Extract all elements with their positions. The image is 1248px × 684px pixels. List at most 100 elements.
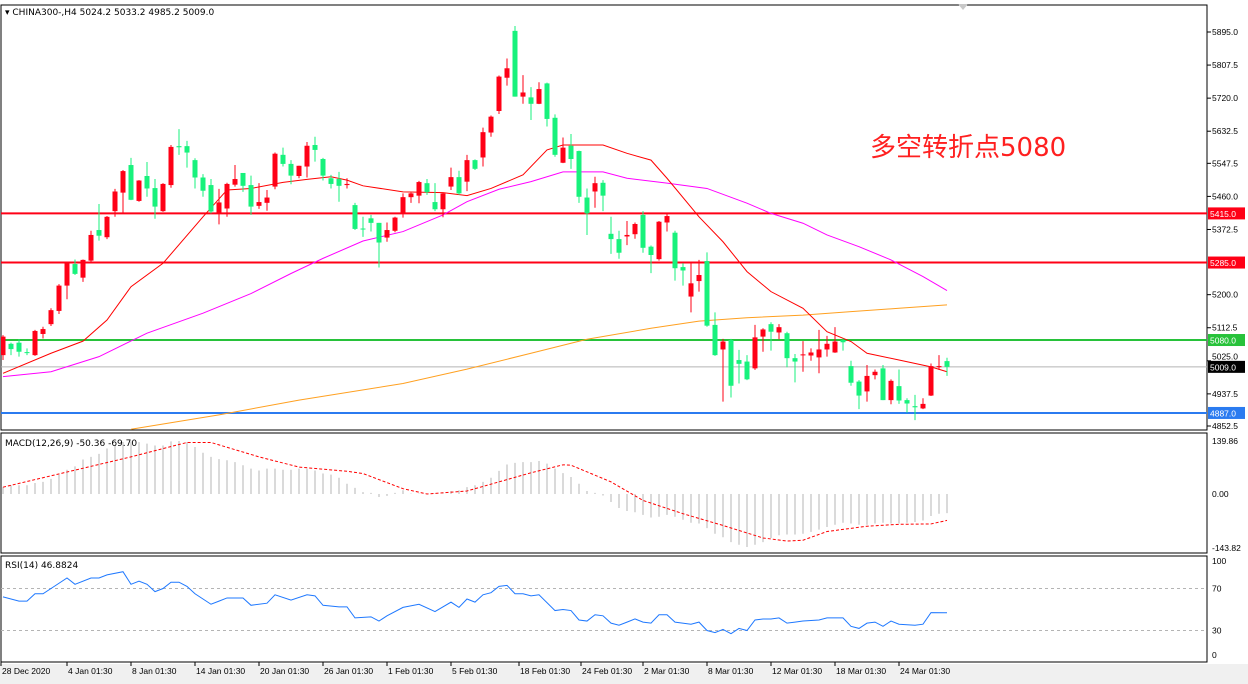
candle-body: [856, 381, 862, 396]
candle: [816, 329, 822, 374]
candle: [104, 216, 110, 240]
candle: [696, 259, 702, 292]
candle-body: [72, 264, 78, 274]
candle-body: [392, 217, 398, 231]
candle: [296, 165, 302, 179]
candle: [832, 327, 838, 353]
candle: [216, 188, 222, 225]
candle: [456, 170, 462, 195]
level-tag-bg: [1208, 207, 1245, 220]
candle: [320, 157, 326, 181]
candle-body: [296, 165, 302, 176]
candle-body: [544, 83, 550, 119]
collapse-triangle-icon[interactable]: ▾: [5, 8, 12, 18]
candle-body: [744, 361, 750, 380]
rsi-tick-label: 70: [1212, 584, 1222, 594]
candle: [712, 312, 718, 356]
candle: [328, 174, 334, 189]
candle-body: [896, 386, 902, 401]
candle-body: [760, 329, 766, 337]
macd-plot: [2, 440, 948, 548]
candle: [152, 179, 158, 219]
main-panel[interactable]: [0, 4, 1208, 431]
candle: [136, 180, 142, 202]
candle-body: [584, 197, 590, 214]
level-tag-label: 5080.0: [1210, 336, 1236, 346]
candle: [432, 183, 438, 212]
candle: [496, 75, 502, 115]
candle: [120, 169, 126, 214]
candle-body: [816, 349, 822, 358]
rsi-tick-label: 0: [1212, 650, 1217, 660]
candle-body: [128, 165, 134, 200]
chart-shift-marker-icon[interactable]: [958, 4, 968, 10]
candle: [864, 364, 870, 402]
candle: [488, 115, 494, 137]
price-tick-label: 4852.5: [1212, 421, 1238, 431]
candle-body: [168, 146, 174, 186]
candle-body: [536, 89, 542, 104]
candle: [520, 75, 526, 104]
candle-body: [24, 352, 30, 354]
candle-body: [448, 177, 454, 187]
candle: [760, 328, 766, 352]
macd-tick-label: 0.00: [1212, 489, 1229, 499]
candle: [408, 192, 414, 203]
candle-body: [792, 358, 798, 362]
candle: [624, 220, 630, 246]
candle: [920, 398, 926, 410]
candle-body: [440, 193, 446, 210]
candle: [1, 335, 6, 361]
candle-body: [656, 221, 662, 260]
candle-body: [56, 285, 62, 311]
candle: [600, 180, 606, 212]
price-axis[interactable]: 5895.0 5807.5 5720.0 5632.5 5547.5 5460.0 5372…: [1207, 27, 1238, 431]
macd-tick-label: -143.82: [1212, 543, 1241, 553]
candle-body: [696, 275, 702, 282]
candle-body: [848, 366, 854, 383]
candle-body: [784, 333, 790, 359]
candle-body: [104, 216, 110, 238]
candle: [376, 222, 382, 268]
candle: [168, 145, 174, 188]
candle-body: [768, 324, 774, 332]
candle-body: [64, 263, 70, 286]
candle: [48, 308, 54, 327]
candle-body: [384, 230, 390, 238]
macd-panel[interactable]: [0, 432, 1208, 554]
candle-body: [40, 329, 46, 334]
candle: [112, 188, 118, 217]
time-tick-label: 8 Jan 01:30: [132, 666, 177, 676]
candle: [312, 136, 318, 162]
level-tag-label: 5415.0: [1210, 209, 1236, 219]
time-axis[interactable]: 28 Dec 2020 4 Jan 01:30 8 Jan 01:30 14 Jan …: [0, 662, 950, 676]
candle: [24, 348, 30, 356]
candle: [176, 129, 182, 155]
candle: [128, 157, 134, 201]
candle-body: [160, 183, 166, 212]
candle-body: [48, 310, 54, 325]
candle: [824, 335, 830, 357]
candle-body: [648, 246, 654, 255]
candle: [280, 147, 286, 167]
candle-body: [600, 182, 606, 196]
candle-body: [888, 380, 894, 401]
candle-body: [288, 163, 294, 176]
ma-mid-line: [2, 171, 948, 378]
candle-body: [112, 191, 118, 212]
candle-body: [352, 205, 358, 229]
candle: [792, 354, 798, 383]
rsi-axis: 100 70 30 0: [1212, 556, 1226, 660]
candle-body: [776, 327, 782, 333]
candle-body: [1, 336, 6, 356]
candle-body: [808, 352, 814, 356]
candle-body: [480, 132, 486, 158]
candle: [528, 87, 534, 121]
candle-body: [336, 179, 342, 186]
rsi-panel[interactable]: [0, 555, 1208, 663]
candle-body: [664, 216, 670, 223]
candle-body: [264, 197, 270, 203]
candle: [632, 222, 638, 239]
